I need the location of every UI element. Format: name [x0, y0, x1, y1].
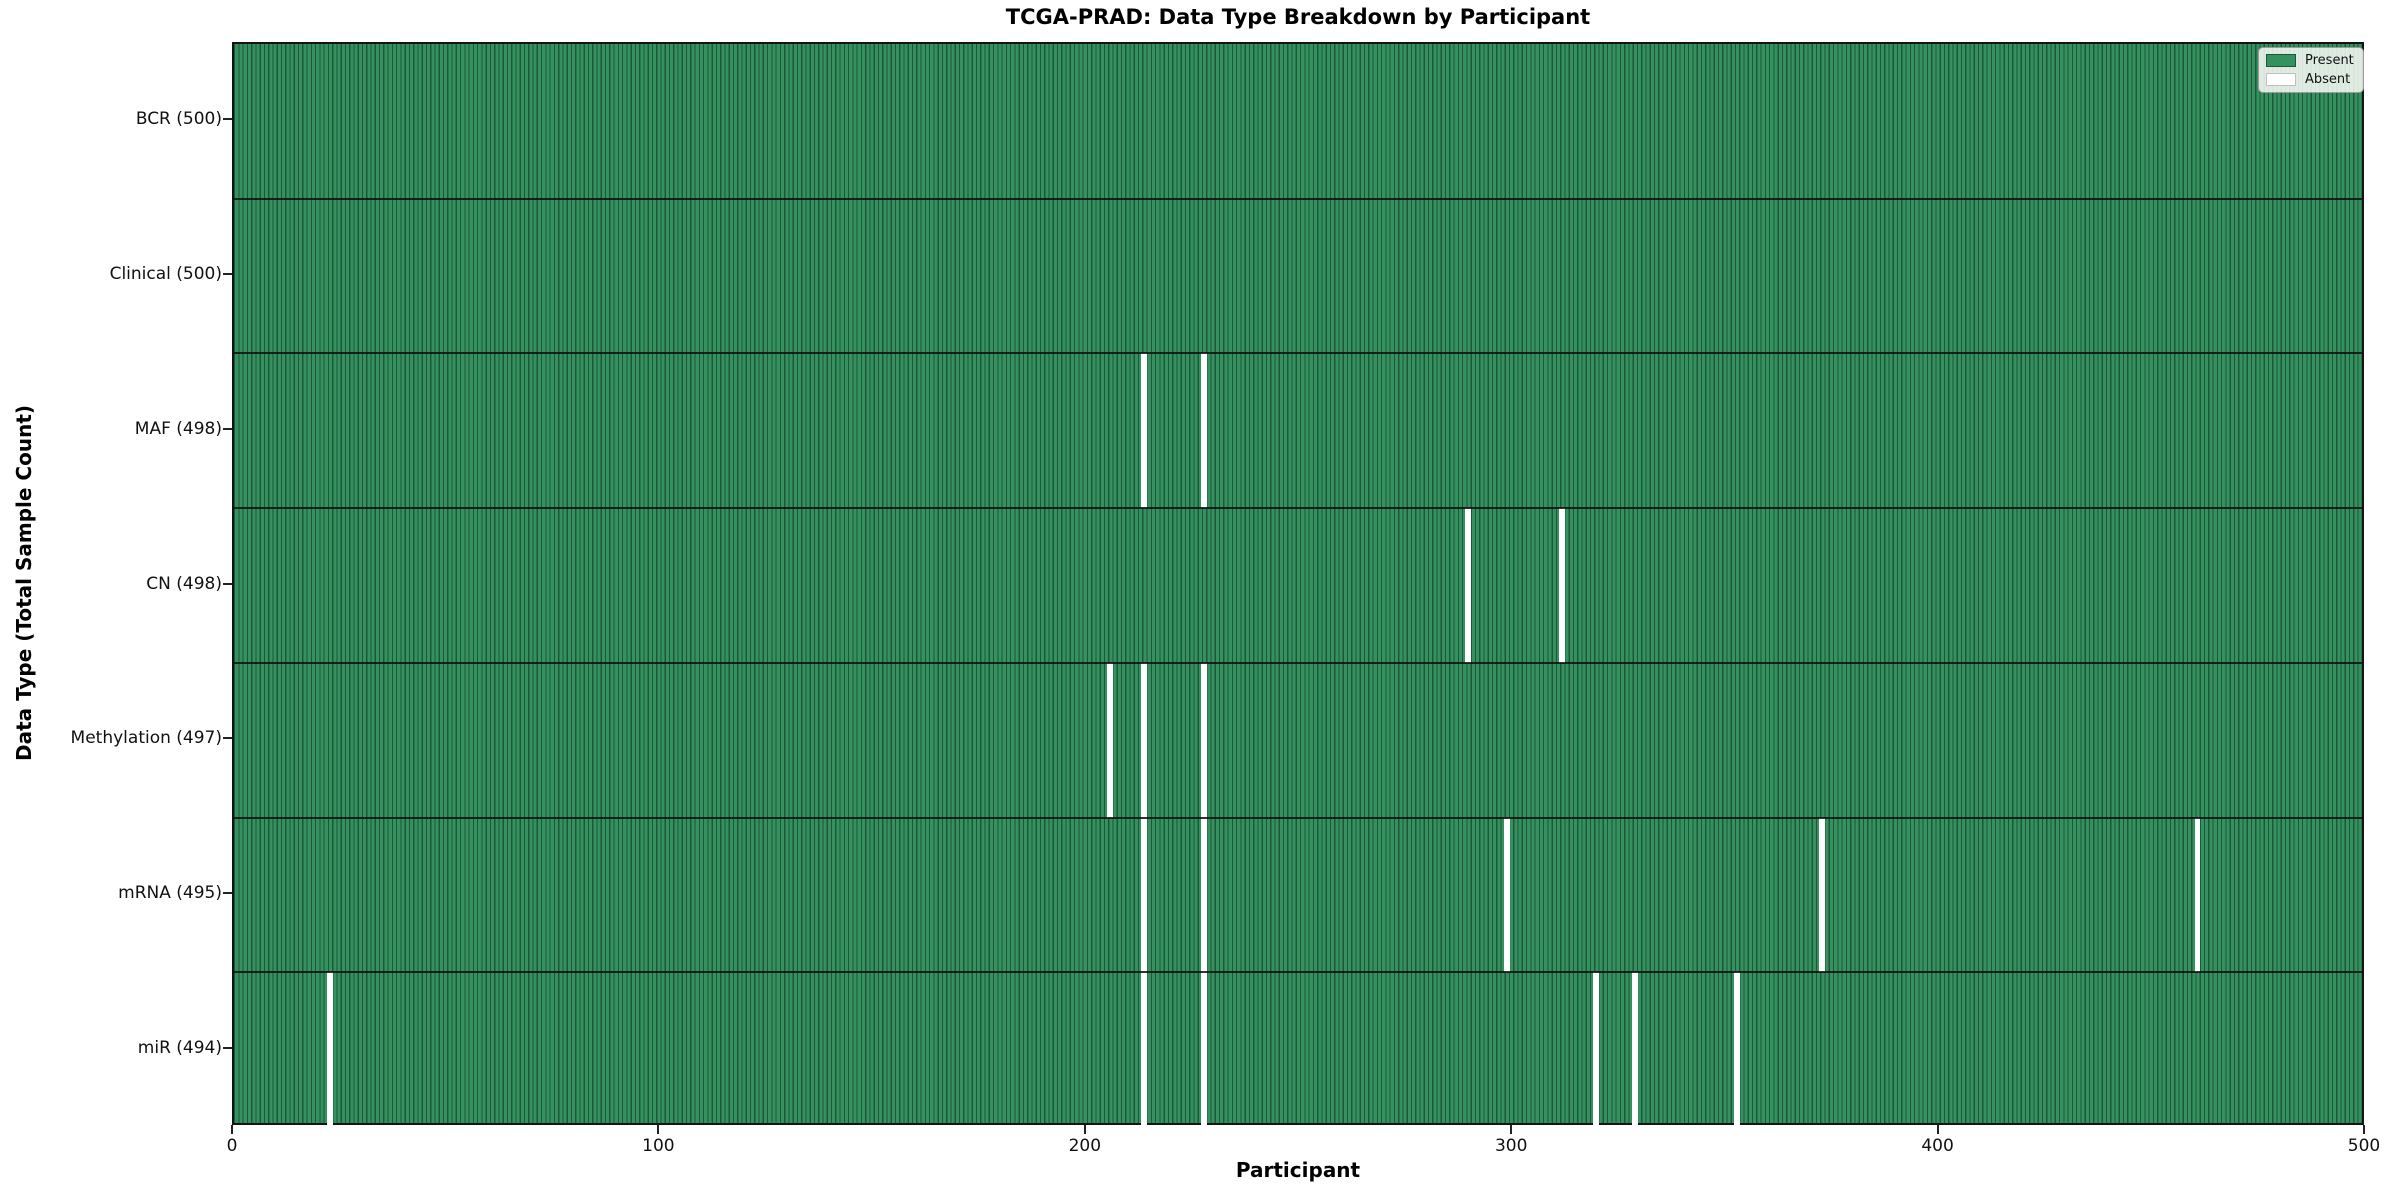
- xtick-mark: [1510, 1125, 1513, 1134]
- absent-gap-Methylation-227: [1201, 662, 1207, 818]
- absent-gap-miR-352: [1734, 972, 1740, 1127]
- absent-gap-mRNA-460: [2194, 817, 2201, 973]
- row-miR: [234, 972, 2362, 1127]
- ytick-mark: [223, 427, 232, 430]
- xtick-mark: [231, 1125, 233, 1134]
- absent-gap-Methylation-205: [1107, 662, 1114, 818]
- row-mRNA: [234, 817, 2362, 973]
- ytick-mark: [223, 737, 232, 740]
- absent-gap-miR-227: [1201, 972, 1207, 1127]
- xtick-mark: [2363, 1125, 2365, 1134]
- xtick-label-400: 400: [1921, 1136, 1954, 1156]
- ytick-label-mRNA: mRNA (495): [118, 882, 222, 903]
- row-separator: [234, 661, 2362, 664]
- absent-gap-miR-328: [1631, 972, 1638, 1127]
- xtick-label-0: 0: [226, 1136, 238, 1156]
- legend-entry-absent: Absent: [2266, 72, 2354, 87]
- legend-present-label: Present: [2305, 53, 2354, 68]
- row-MAF: [234, 353, 2362, 509]
- absent-gap-miR-319: [1593, 972, 1600, 1127]
- xtick-label-300: 300: [1494, 1136, 1528, 1156]
- absent-gap-mRNA-227: [1201, 817, 1207, 973]
- row-Methylation: [234, 662, 2362, 818]
- ytick-mark: [223, 118, 232, 121]
- absent-gap-CN-311: [1559, 508, 1566, 663]
- ytick-label-BCR: BCR (500): [135, 109, 222, 130]
- row-separator: [234, 816, 2362, 819]
- absent-gap-miR-213: [1141, 972, 1148, 1127]
- absent-gap-MAF-227: [1201, 353, 1207, 509]
- xtick-label-200: 200: [1068, 1136, 1102, 1156]
- absent-gap-miR-22: [327, 972, 333, 1127]
- chart-title: TCGA-PRAD: Data Type Breakdown by Partic…: [1005, 5, 1591, 29]
- absent-swatch: [2266, 73, 2296, 86]
- row-Clinical: [234, 199, 2362, 354]
- ytick-mark: [223, 891, 232, 894]
- ytick-mark: [223, 1046, 232, 1049]
- row-CN: [234, 508, 2362, 663]
- xtick-mark: [1083, 1125, 1086, 1134]
- ytick-label-MAF: MAF (498): [134, 418, 222, 439]
- ytick-mark: [223, 582, 232, 585]
- xtick-label-500: 500: [2347, 1136, 2381, 1156]
- absent-gap-mRNA-298: [1503, 817, 1510, 973]
- row-BCR: [234, 44, 2362, 199]
- ytick-label-Clinical: Clinical (500): [109, 264, 222, 285]
- plot-area: [232, 42, 2364, 1127]
- row-separator: [234, 507, 2362, 510]
- ytick-label-Methylation: Methylation (497): [70, 728, 222, 749]
- absent-gap-Methylation-213: [1141, 662, 1148, 818]
- absent-gap-mRNA-372: [1819, 817, 1826, 973]
- absent-gap-CN-289: [1465, 508, 1472, 663]
- legend-absent-label: Absent: [2305, 72, 2351, 87]
- absent-gap-mRNA-213: [1141, 817, 1148, 973]
- legend-entry-present: Present: [2266, 53, 2354, 68]
- row-separator: [234, 197, 2362, 200]
- present-swatch: [2266, 54, 2296, 67]
- ytick-label-miR: miR (494): [137, 1037, 222, 1058]
- legend: Present Absent: [2258, 47, 2364, 93]
- xtick-label-100: 100: [642, 1136, 675, 1156]
- row-separator: [234, 971, 2362, 974]
- row-separator: [234, 352, 2362, 355]
- ytick-label-CN: CN (498): [146, 573, 222, 594]
- xtick-mark: [657, 1125, 660, 1134]
- x-axis-label: Participant: [1235, 1158, 1361, 1182]
- ytick-mark: [223, 273, 232, 276]
- xtick-mark: [1936, 1125, 1939, 1134]
- absent-gap-MAF-213: [1141, 353, 1148, 509]
